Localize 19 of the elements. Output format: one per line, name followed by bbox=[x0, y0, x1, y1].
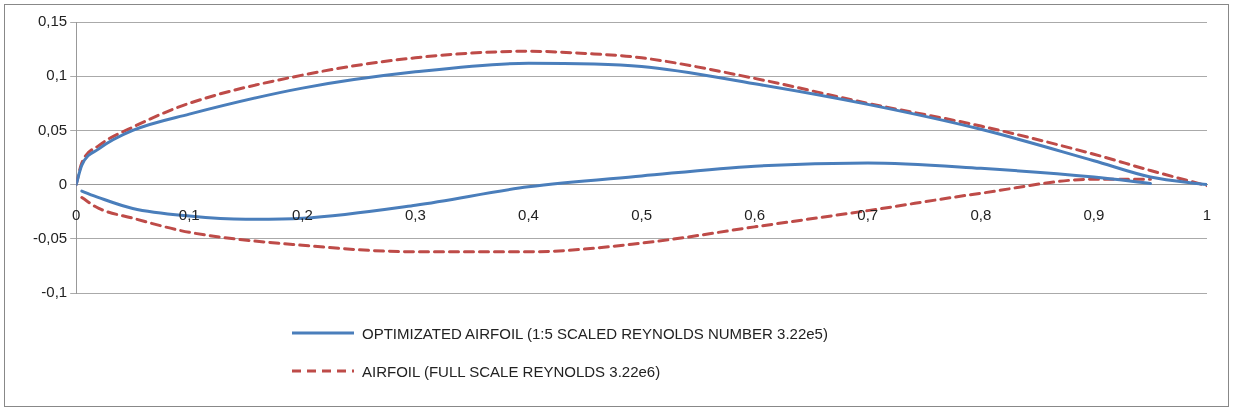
x-tick-label: 0,9 bbox=[1083, 205, 1105, 223]
y-tick-label: -0,1 bbox=[41, 283, 68, 301]
line-series bbox=[80, 177, 1152, 254]
x-tick-label: 0,3 bbox=[405, 205, 426, 223]
x-tick-label: 1 bbox=[1202, 205, 1212, 223]
x-tick-label: 0,7 bbox=[857, 205, 879, 223]
y-tick-label: -0,05 bbox=[32, 228, 68, 246]
y-tick-label: 0,05 bbox=[37, 120, 68, 138]
legend-label: OPTIMIZATED AIRFOIL (1:5 SCALED REYNOLDS NUMBER 3.22e5) bbox=[362, 324, 828, 342]
line-series bbox=[80, 161, 1152, 221]
x-tick-label: 0,4 bbox=[518, 205, 539, 223]
x-tick-label: 0,5 bbox=[631, 205, 653, 223]
y-tick-label: 0,15 bbox=[37, 12, 68, 30]
x-tick-label: 0,6 bbox=[744, 205, 766, 223]
y-tick-label: 0,1 bbox=[46, 66, 68, 84]
x-tick-label: 0,8 bbox=[970, 205, 992, 223]
x-tick-label: 0 bbox=[72, 205, 81, 223]
y-tick-label: 0 bbox=[58, 174, 68, 192]
legend-label: AIRFOIL (FULL SCALE REYNOLDS 3.22e6) bbox=[362, 362, 661, 380]
